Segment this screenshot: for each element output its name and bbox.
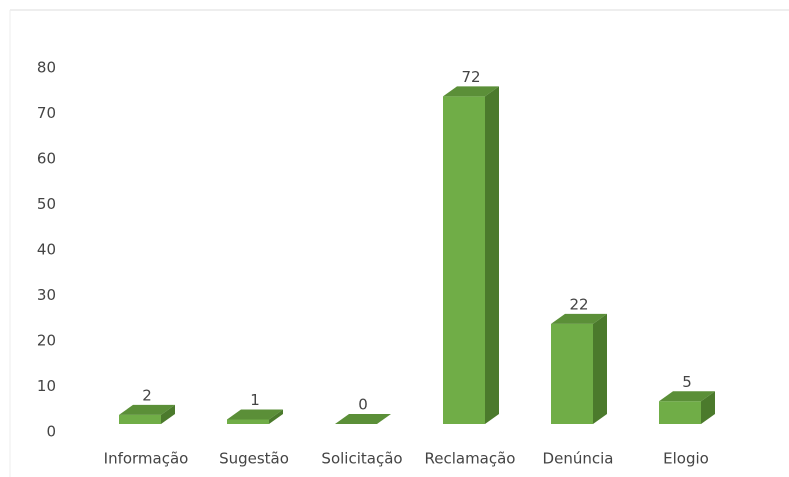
bar-top (335, 414, 391, 424)
data-label: 2 (142, 386, 152, 404)
y-tick-label: 20 (37, 332, 56, 350)
bar-side (701, 391, 715, 424)
y-tick-label: 30 (37, 286, 56, 304)
bar-side (161, 404, 175, 424)
y-tick-label: 80 (37, 59, 56, 77)
y-tick-label: 70 (37, 104, 56, 122)
bar-top (227, 409, 283, 420)
bar-side (269, 409, 283, 424)
bar-top (659, 391, 715, 402)
y-tick-label: 60 (37, 150, 56, 168)
y-tick-label: 40 (37, 241, 56, 259)
x-tick-label: Elogio (663, 450, 709, 468)
data-label: 72 (461, 68, 480, 86)
x-tick-label: Denúncia (543, 450, 614, 468)
bar (227, 419, 269, 424)
bar (119, 414, 161, 424)
data-label: 0 (358, 396, 368, 414)
x-tick-label: Solicitação (321, 450, 402, 468)
bar-side (593, 313, 607, 424)
bar-side (485, 86, 499, 425)
y-tick-label: 10 (37, 377, 56, 395)
x-tick-label: Reclamação (424, 450, 515, 468)
x-tick-label: Sugestão (219, 450, 289, 468)
x-tick-label: Informação (104, 450, 189, 468)
y-tick-label: 50 (37, 195, 56, 213)
bar (551, 323, 593, 424)
data-label: 5 (682, 373, 692, 391)
bar-top (551, 313, 607, 324)
bar-top (119, 404, 175, 415)
bar (443, 96, 485, 425)
y-tick-label: 0 (46, 423, 56, 441)
bar (659, 401, 701, 424)
data-label: 22 (569, 295, 588, 313)
data-label: 1 (250, 391, 260, 409)
bar-top (443, 86, 499, 97)
